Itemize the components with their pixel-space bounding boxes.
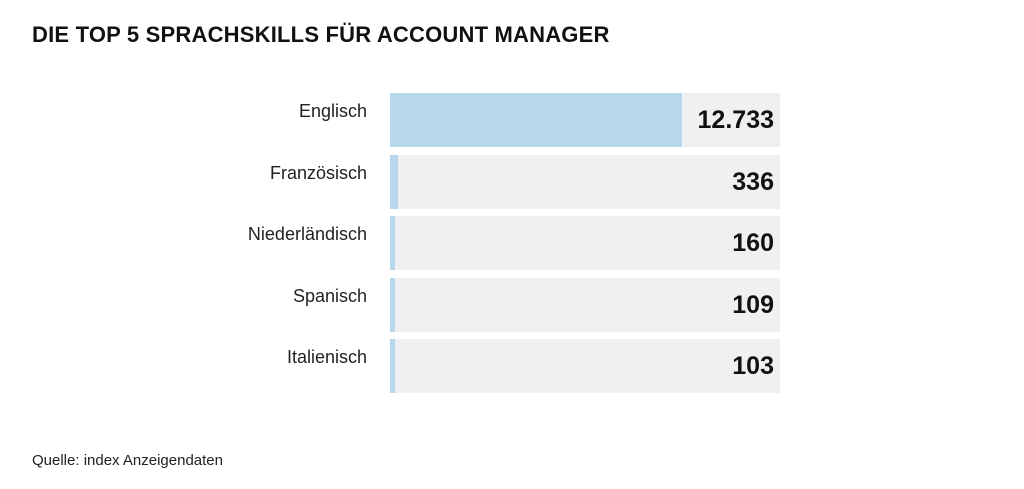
category-label: Französisch [269,162,367,183]
category-label: Englisch [298,101,367,121]
value-label: 160 [732,229,774,257]
bar-track: 103 [390,339,780,393]
bar-chart: Englisch 12.733 Französisch 336 Niederländis… [0,93,1024,393]
bar-row: Italienisch 103 [0,339,1024,393]
value-label: 12.733 [697,106,774,134]
value-label: 336 [732,167,774,196]
value-label: 103 [732,352,774,380]
bar-track: 109 [390,277,780,332]
bar [390,154,398,209]
bar [390,93,683,147]
bar-row: Spanisch 109 [0,277,1024,332]
category-label: Italienisch [286,347,367,367]
bar-row: Niederländisch 160 [0,216,1024,270]
value-label: 109 [732,290,774,319]
source-note: Quelle: index Anzeigendaten [32,452,223,469]
bar [390,339,395,393]
bar-row: Englisch 12.733 [0,93,1024,147]
bar-track: 12.733 [390,93,780,147]
category-label: Spanisch [292,285,367,306]
bar-track: 336 [390,154,780,209]
category-label: Niederländisch [247,224,367,244]
chart-title: DIE TOP 5 SPRACHSKILLS FÜR ACCOUNT MANAG… [32,22,610,47]
bar-row: Französisch 336 [0,154,1024,209]
bar [390,216,395,270]
bar [390,277,395,332]
bar-track: 160 [390,216,780,270]
